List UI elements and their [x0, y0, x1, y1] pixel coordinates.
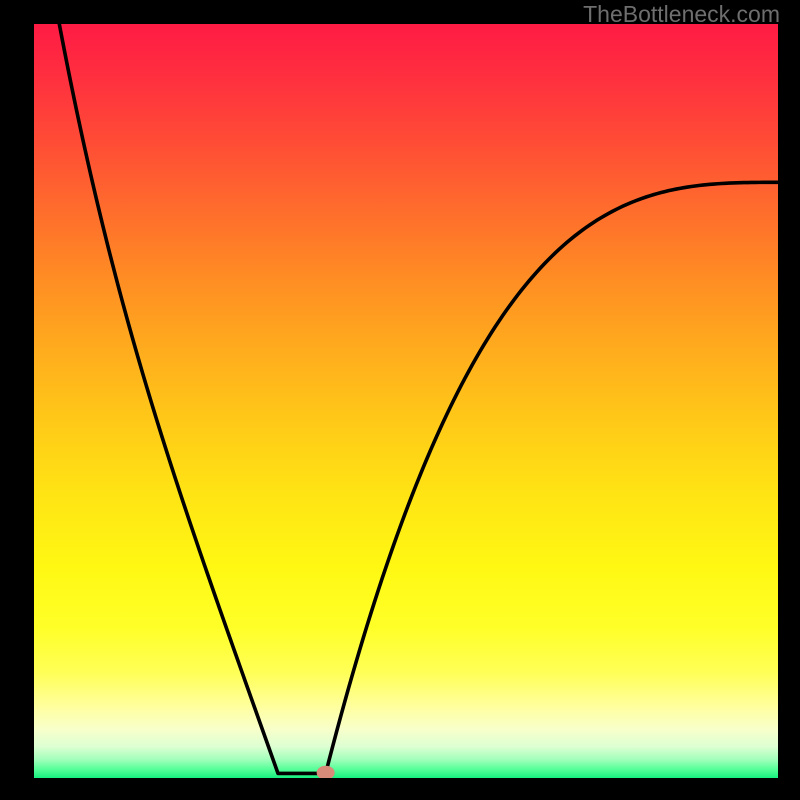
- bottleneck-curve: [59, 24, 778, 773]
- watermark-text: TheBottleneck.com: [583, 1, 780, 28]
- chart-frame: [0, 0, 800, 800]
- curve-layer: [34, 24, 778, 778]
- optimum-marker: [317, 766, 335, 778]
- plot-area: [34, 24, 778, 778]
